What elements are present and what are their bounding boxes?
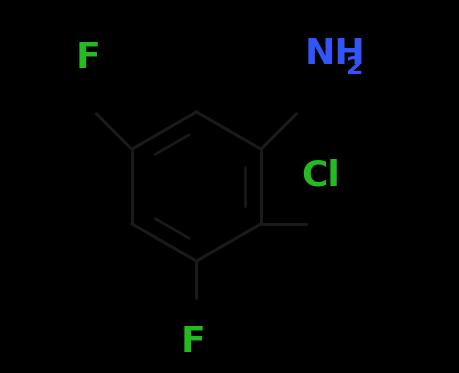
Text: F: F [75, 41, 100, 75]
Text: 2: 2 [345, 55, 362, 79]
Text: NH: NH [304, 37, 364, 71]
Text: F: F [180, 325, 205, 358]
Text: Cl: Cl [300, 158, 339, 192]
